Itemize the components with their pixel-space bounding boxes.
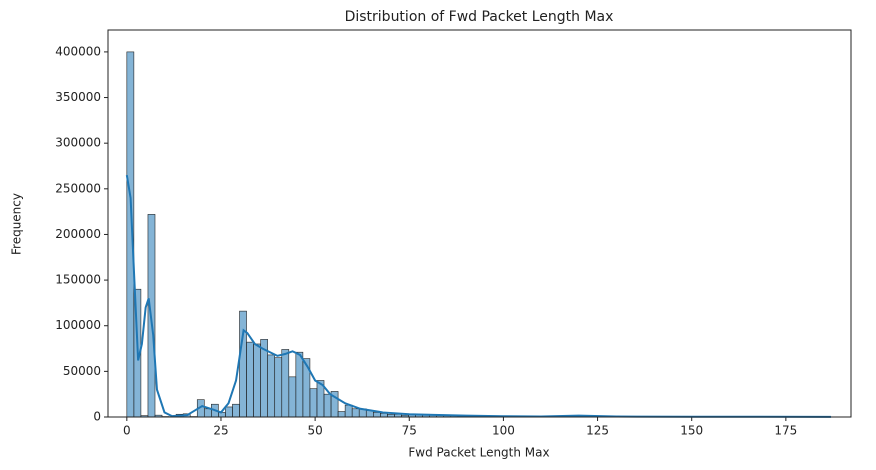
y-axis-label: Frequency — [10, 193, 24, 255]
plot-frame — [107, 29, 852, 418]
x-axis-label: Fwd Packet Length Max — [408, 446, 549, 460]
histogram-bar — [218, 412, 226, 418]
histogram-bar — [380, 413, 388, 418]
histogram-bar — [344, 404, 353, 418]
y-tick-label: 0 — [93, 410, 101, 424]
histogram-bar — [281, 349, 290, 418]
histogram-bar — [309, 388, 318, 418]
x-tick-label: 150 — [680, 424, 703, 438]
x-tick-label: 75 — [402, 424, 417, 438]
histogram-bar — [232, 403, 240, 418]
histogram-bar — [267, 354, 276, 418]
histogram-bar — [239, 310, 247, 418]
histogram-bar — [295, 351, 304, 418]
histogram-bar — [253, 343, 261, 418]
y-tick-label: 350000 — [55, 90, 101, 104]
histogram-bar — [351, 408, 360, 418]
kde-line — [125, 174, 832, 418]
y-tick-label: 150000 — [55, 273, 101, 287]
x-tick-label: 25 — [213, 424, 228, 438]
y-tick-label: 50000 — [63, 364, 101, 378]
y-tick-label: 200000 — [55, 227, 101, 241]
x-tick-label: 175 — [774, 424, 797, 438]
y-tick-label: 400000 — [55, 44, 101, 58]
histogram-bar — [337, 411, 346, 418]
x-tick-label: 100 — [492, 424, 515, 438]
histogram-bar — [373, 412, 381, 418]
y-tick-label: 100000 — [55, 318, 101, 332]
x-tick-label: 50 — [307, 424, 322, 438]
histogram-bar — [203, 408, 212, 418]
histogram-bar — [274, 357, 283, 418]
x-tick-label: 0 — [123, 424, 131, 438]
chart-title: Distribution of Fwd Packet Length Max — [345, 9, 614, 25]
x-tick-label: 125 — [586, 424, 609, 438]
y-tick-label: 300000 — [55, 136, 101, 150]
y-tick-label: 250000 — [55, 181, 101, 195]
histogram-bar — [323, 393, 332, 418]
histogram-bar — [225, 406, 233, 418]
histogram-bar — [288, 376, 297, 418]
histogram-bar — [246, 341, 254, 418]
